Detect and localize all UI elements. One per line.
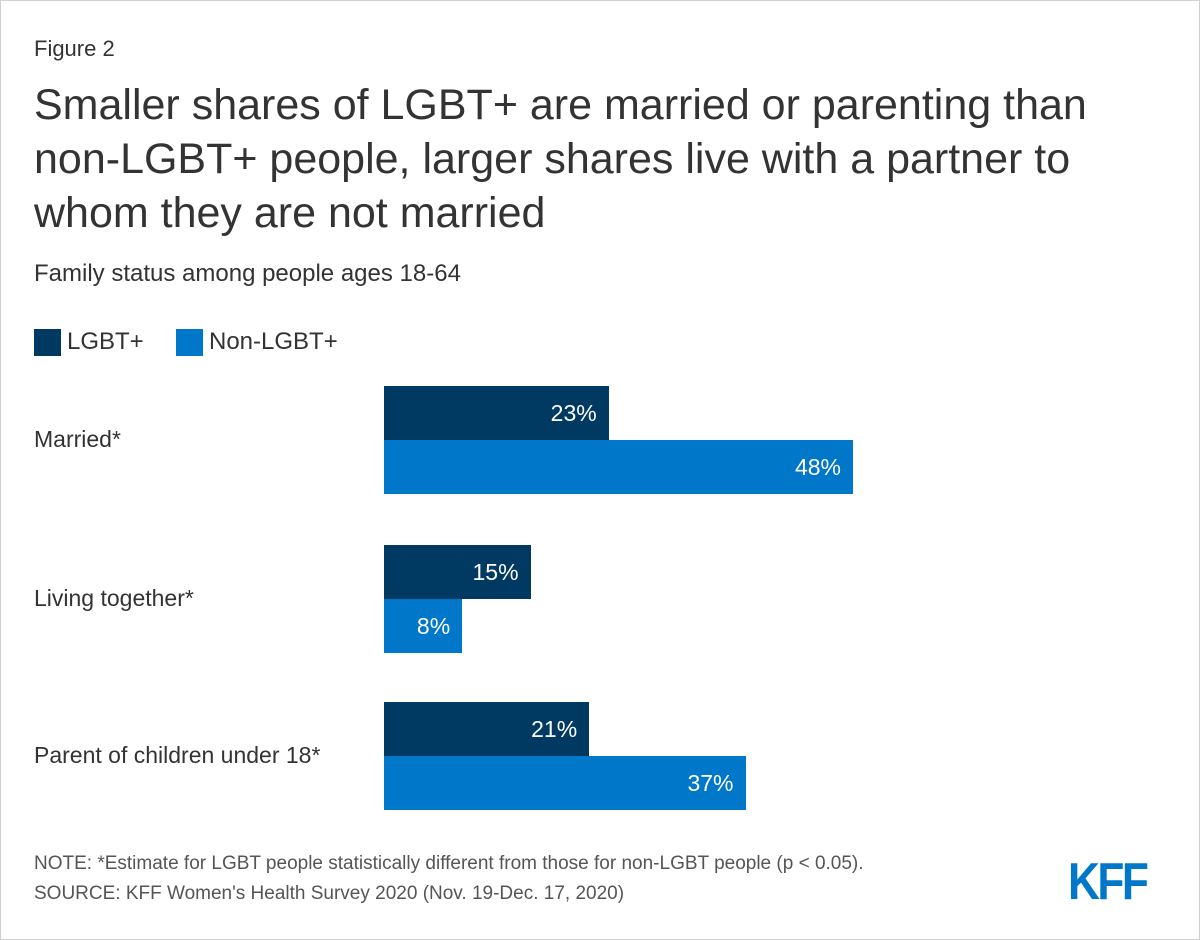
legend-swatch-non-lgbt: [176, 328, 203, 356]
legend-item-non-lgbt: Non-LGBT+: [176, 328, 338, 356]
bar-non-lgbt: 48%: [384, 440, 853, 494]
category-label: Parent of children under 18*: [34, 742, 321, 768]
legend-item-lgbt: LGBT+: [34, 328, 144, 356]
kff-logo: KFF: [1068, 853, 1149, 911]
bar-non-lgbt: 8%: [384, 599, 463, 653]
data-label: 48%: [794, 453, 841, 480]
legend-label-non-lgbt: Non-LGBT+: [209, 328, 338, 355]
category-label: Married*: [34, 426, 121, 452]
source: SOURCE: KFF Women's Health Survey 2020 (…: [34, 883, 625, 904]
data-label: 21%: [531, 715, 578, 742]
bar-lgbt: 21%: [384, 702, 590, 756]
legend-label-lgbt: LGBT+: [67, 328, 144, 355]
chart-title: Smaller shares of LGBT+ are married or p…: [34, 81, 1087, 237]
category-label: Living together*: [34, 585, 194, 611]
data-label: 15%: [472, 558, 519, 585]
legend-swatch-lgbt: [34, 328, 61, 356]
chart-subtitle: Family status among people ages 18-64: [34, 260, 461, 287]
data-label: 37%: [687, 769, 734, 796]
data-label: 23%: [550, 399, 597, 426]
bar-lgbt: 23%: [384, 386, 609, 440]
bar-non-lgbt: 37%: [384, 756, 746, 810]
bar-lgbt: 15%: [384, 545, 531, 599]
data-label: 8%: [416, 612, 451, 639]
note: NOTE: *Estimate for LGBT people statisti…: [34, 853, 864, 874]
figure-label: Figure 2: [34, 36, 115, 61]
